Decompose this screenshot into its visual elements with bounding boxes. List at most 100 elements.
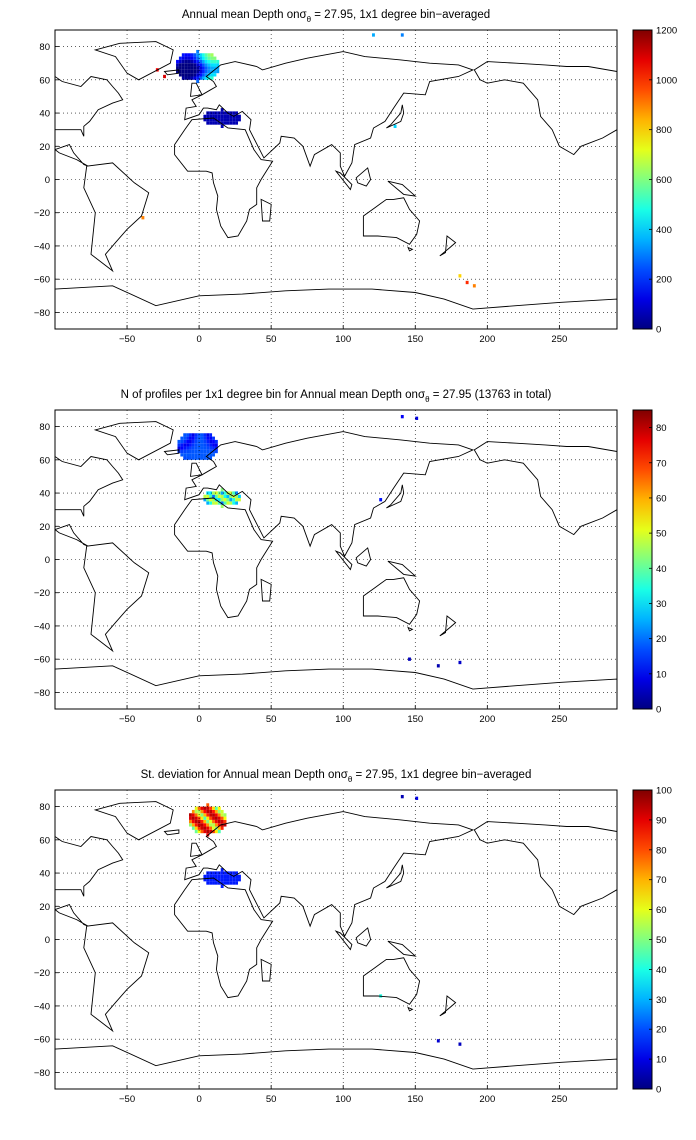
data-bin bbox=[191, 443, 195, 447]
data-bin bbox=[217, 809, 221, 814]
data-bin bbox=[197, 439, 201, 444]
coastline bbox=[184, 51, 475, 178]
data-bin bbox=[206, 809, 210, 814]
y-tick-label: 60 bbox=[39, 75, 50, 86]
data-bin bbox=[196, 69, 200, 74]
x-tick-label: 200 bbox=[479, 714, 495, 725]
data-bin bbox=[204, 76, 208, 80]
data-bin bbox=[207, 59, 211, 64]
data-bin bbox=[183, 436, 187, 440]
panel-title-symbol: σ bbox=[418, 389, 425, 401]
coastline bbox=[163, 69, 180, 76]
x-tick-label: 0 bbox=[196, 1094, 201, 1105]
colorbar-tick-label: 0 bbox=[656, 1085, 661, 1096]
data-bin bbox=[220, 871, 224, 875]
data-bin bbox=[212, 491, 215, 495]
data-bin bbox=[212, 826, 215, 830]
data-bin bbox=[189, 446, 192, 450]
data-bin bbox=[181, 59, 185, 64]
data-bin bbox=[209, 118, 213, 122]
data-bin bbox=[206, 823, 210, 827]
data-bin bbox=[194, 826, 198, 830]
data-bin bbox=[203, 498, 207, 502]
data-bin bbox=[187, 66, 191, 70]
coastline bbox=[473, 821, 617, 916]
data-bin bbox=[203, 823, 207, 827]
data-bin bbox=[229, 878, 233, 882]
y-tick-label: 20 bbox=[39, 142, 50, 153]
data-bin bbox=[189, 453, 192, 457]
data-bin bbox=[194, 433, 198, 437]
data-bin bbox=[214, 501, 218, 505]
y-tick-label: −40 bbox=[34, 1001, 50, 1012]
colorbar-tick-label: 20 bbox=[656, 634, 667, 645]
data-bin bbox=[199, 53, 202, 57]
data-bin bbox=[220, 813, 224, 817]
data-bin bbox=[181, 69, 185, 74]
data-bin bbox=[197, 823, 201, 827]
x-tick-label: −50 bbox=[119, 1094, 135, 1105]
data-bin bbox=[212, 874, 215, 879]
x-tick-label: −50 bbox=[119, 334, 135, 345]
data-bin bbox=[213, 56, 217, 60]
data-bin bbox=[223, 871, 227, 875]
data-bin bbox=[217, 829, 221, 834]
data-bin bbox=[220, 816, 224, 820]
coastline bbox=[362, 197, 421, 245]
data-bin bbox=[232, 121, 236, 125]
panel-title-text: St. deviation for Annual mean Depth on bbox=[141, 769, 341, 781]
data-bin bbox=[196, 59, 200, 64]
data-bin bbox=[235, 498, 239, 502]
data-bin bbox=[199, 76, 202, 80]
data-bin bbox=[191, 819, 195, 824]
data-bin bbox=[191, 439, 195, 444]
data-bin bbox=[372, 33, 375, 37]
colorbar-tick-label: 30 bbox=[656, 599, 667, 610]
data-bin bbox=[212, 446, 215, 450]
data-bin bbox=[220, 501, 224, 505]
data-bin bbox=[210, 53, 214, 57]
coastline bbox=[163, 829, 180, 836]
data-bin bbox=[229, 494, 233, 499]
data-bin bbox=[190, 56, 194, 60]
y-tick-label: 40 bbox=[39, 489, 50, 500]
map-panel: N of profiles per 1x1 degree bin for Ann… bbox=[0, 380, 696, 760]
data-bin bbox=[415, 796, 419, 800]
data-bin bbox=[212, 498, 215, 502]
data-bin bbox=[235, 874, 239, 879]
y-tick-label: −40 bbox=[34, 241, 50, 252]
data-bin bbox=[197, 806, 201, 810]
data-bin bbox=[220, 488, 224, 492]
coastline bbox=[93, 801, 174, 841]
y-tick-label: −80 bbox=[34, 1068, 50, 1079]
data-bin bbox=[214, 816, 218, 820]
data-bin bbox=[196, 73, 200, 77]
data-bin bbox=[226, 501, 230, 505]
data-bin bbox=[189, 823, 192, 827]
data-bin bbox=[220, 491, 224, 495]
data-bin bbox=[196, 49, 200, 54]
data-bin bbox=[206, 456, 210, 460]
x-tick-label: 250 bbox=[551, 714, 567, 725]
data-bin bbox=[200, 443, 204, 447]
data-bin bbox=[235, 501, 239, 505]
data-bin bbox=[209, 826, 213, 830]
data-bin bbox=[238, 874, 241, 879]
data-bin bbox=[223, 121, 227, 125]
data-bin bbox=[181, 73, 185, 77]
panel-title: N of profiles per 1x1 degree bin for Ann… bbox=[121, 389, 552, 404]
data-bin bbox=[176, 69, 179, 74]
data-bin bbox=[207, 63, 211, 67]
data-bin bbox=[220, 114, 224, 119]
data-bin bbox=[226, 874, 230, 879]
data-bin bbox=[229, 498, 233, 502]
data-bin bbox=[184, 66, 188, 70]
colorbar-tick-label: 80 bbox=[656, 845, 667, 856]
data-bin bbox=[214, 491, 218, 495]
coastline bbox=[55, 75, 124, 137]
data-bin bbox=[229, 491, 233, 495]
data-bin bbox=[209, 501, 213, 505]
data-bin bbox=[209, 456, 213, 460]
data-bin bbox=[189, 816, 192, 820]
data-bin bbox=[209, 878, 213, 882]
